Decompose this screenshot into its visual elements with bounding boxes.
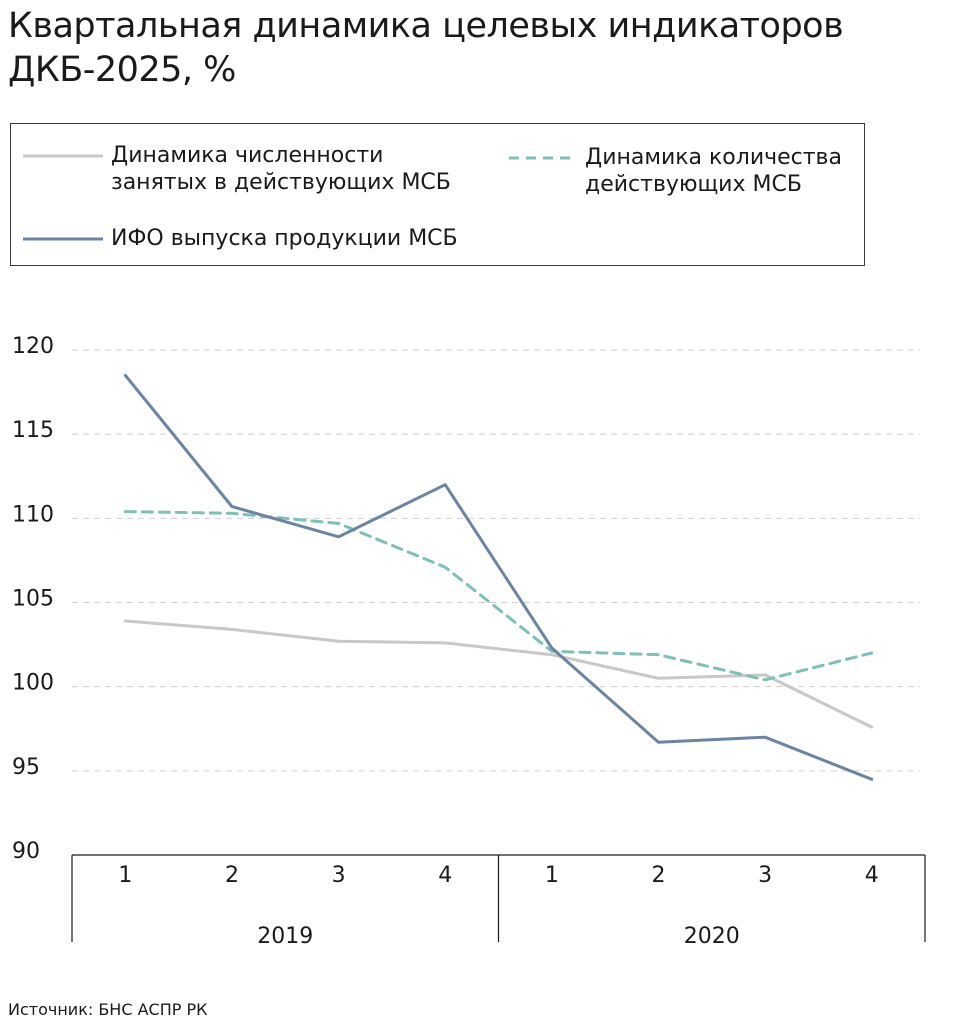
x-tick-label: 3 — [758, 863, 772, 888]
x-tick-label: 1 — [545, 863, 559, 888]
x-tick-label: 1 — [118, 863, 132, 888]
y-tick-label-115: 115 — [12, 418, 54, 443]
series-line-0 — [123, 619, 874, 729]
series-line-2 — [123, 373, 874, 781]
legend-item-count: Динамика количества действующих МСБ — [509, 144, 842, 198]
legend-item-output: ИФО выпуска продукции МСБ — [23, 225, 458, 252]
source-note: Источник: БНС АСПР РК — [8, 1000, 208, 1019]
y-tick-label-95: 95 — [12, 755, 40, 780]
series-lines — [123, 373, 874, 781]
y-tick-label-120: 120 — [12, 334, 54, 359]
legend: Динамика численности занятых в действующ… — [10, 123, 865, 266]
legend-label-count: Динамика количества действующих МСБ — [585, 144, 842, 198]
legend-label-output-line1: ИФО выпуска продукции МСБ — [111, 226, 458, 251]
x-tick-label: 4 — [865, 863, 879, 888]
y-axis-ticks: 90 95 100 105 110 115 120 — [12, 334, 54, 864]
legend-label-count-line1: Динамика количества — [585, 145, 843, 170]
y-tick-label-100: 100 — [12, 671, 54, 696]
x-group-label-2019: 2019 — [257, 924, 313, 949]
x-group-label-2020: 2020 — [684, 924, 740, 949]
x-tick-label: 2 — [651, 863, 665, 888]
x-axis-ticks: 1 2 3 4 1 2 3 4 — [118, 863, 878, 888]
x-tick-label: 3 — [332, 863, 346, 888]
gridlines — [72, 349, 920, 772]
legend-label-count-line2: действующих МСБ — [585, 172, 802, 197]
legend-item-employment: Динамика численности занятых в действующ… — [23, 142, 451, 196]
x-axis-groups: 2019 2020 — [257, 855, 740, 949]
legend-label-output: ИФО выпуска продукции МСБ — [111, 225, 458, 252]
legend-swatch-count — [509, 156, 577, 160]
legend-swatch-output — [23, 237, 103, 241]
y-tick-label-90: 90 — [12, 839, 40, 864]
y-tick-label-110: 110 — [12, 502, 54, 527]
line-chart: 90 95 100 105 110 115 120 1 2 3 4 1 2 3 4 2019 2020 — [12, 334, 926, 949]
legend-label-employment-line1: Динамика численности — [111, 143, 384, 168]
series-line-1 — [123, 510, 874, 682]
legend-label-employment: Динамика численности занятых в действующ… — [111, 142, 451, 196]
x-tick-label: 2 — [225, 863, 239, 888]
legend-label-employment-line2: занятых в действующих МСБ — [111, 170, 451, 195]
chart-title: Квартальная динамика целевых индикаторов… — [8, 6, 844, 90]
legend-swatch-employment — [23, 154, 103, 158]
y-tick-label-105: 105 — [12, 587, 54, 612]
x-tick-label: 4 — [438, 863, 452, 888]
